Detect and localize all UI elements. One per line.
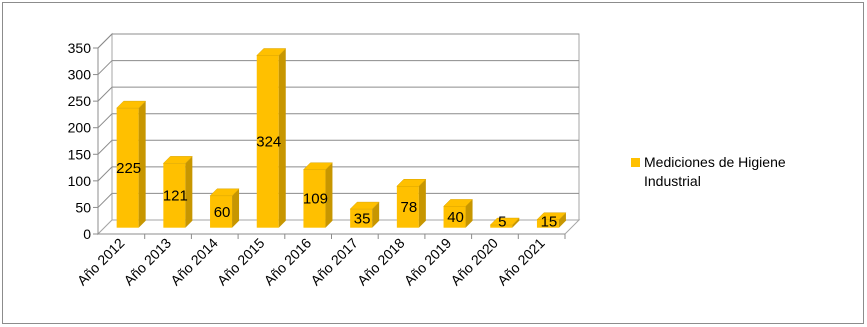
data-labels: 225 121 60 324 109 35 78 40 5 15 bbox=[116, 134, 557, 231]
bar-side bbox=[185, 156, 193, 228]
x-tick-label: Año 2014 bbox=[167, 235, 221, 289]
bar-front bbox=[443, 206, 466, 228]
x-tick-label: Año 2017 bbox=[307, 235, 361, 289]
bar-side bbox=[558, 212, 566, 228]
bar-top bbox=[162, 156, 193, 164]
bar-side bbox=[372, 202, 380, 228]
bar-top bbox=[489, 217, 520, 226]
x-tick-label: Año 2021 bbox=[494, 235, 548, 289]
data-label: 15 bbox=[541, 214, 558, 231]
bar-front bbox=[490, 225, 513, 228]
bar-front bbox=[210, 195, 233, 228]
bar-side bbox=[465, 199, 473, 228]
x-tick-label: Año 2020 bbox=[447, 235, 501, 289]
bar-side bbox=[232, 188, 240, 228]
data-label: 121 bbox=[163, 188, 188, 205]
bar-top bbox=[349, 201, 380, 210]
bar-side bbox=[325, 162, 333, 228]
side-wall bbox=[97, 32, 113, 236]
bar bbox=[489, 217, 520, 228]
data-label: 5 bbox=[498, 214, 506, 231]
gridline bbox=[97, 166, 579, 182]
data-label: 60 bbox=[214, 204, 231, 221]
data-label: 225 bbox=[116, 160, 141, 177]
bar-front bbox=[116, 108, 139, 228]
y-tick-label: 100 bbox=[68, 173, 92, 189]
bar-front bbox=[350, 209, 373, 228]
bar bbox=[396, 178, 427, 228]
bar-side bbox=[138, 101, 146, 228]
legend-label: Industrial bbox=[644, 173, 701, 189]
x-tick-label: Año 2013 bbox=[120, 235, 174, 289]
chart-frame: 225 121 60 324 109 35 78 40 5 15 0 50 100 150 200 250 3… bbox=[2, 2, 864, 324]
bar-side bbox=[418, 179, 426, 228]
bar-front bbox=[396, 186, 419, 228]
bar-side bbox=[278, 48, 286, 228]
bar-front bbox=[163, 163, 186, 228]
bar bbox=[162, 156, 193, 228]
data-label: 78 bbox=[401, 199, 418, 216]
data-label: 109 bbox=[303, 191, 328, 208]
bar bbox=[302, 162, 334, 228]
bar-top bbox=[256, 48, 287, 56]
gridline bbox=[97, 33, 579, 49]
data-label: 324 bbox=[256, 134, 281, 151]
x-tick-label: Año 2015 bbox=[214, 235, 268, 289]
gridline bbox=[97, 139, 579, 155]
y-tick-label: 150 bbox=[68, 146, 92, 162]
gridline bbox=[97, 60, 579, 75]
data-label: 35 bbox=[354, 210, 371, 227]
gridline bbox=[97, 86, 579, 102]
legend-swatch bbox=[631, 158, 640, 167]
gridline bbox=[97, 113, 579, 129]
x-tick-label: Año 2019 bbox=[401, 235, 455, 289]
legend-label: Mediciones de Higiene bbox=[644, 154, 786, 170]
bar bbox=[536, 212, 567, 228]
bar-front bbox=[256, 55, 279, 228]
y-tick-label: 0 bbox=[83, 226, 91, 242]
legend: Mediciones de Higiene Industrial bbox=[631, 154, 786, 189]
bar bbox=[256, 48, 287, 228]
y-tick-label: 250 bbox=[68, 93, 92, 109]
bar bbox=[209, 188, 240, 228]
x-tick-label: Año 2018 bbox=[354, 235, 408, 289]
y-tick-label: 200 bbox=[68, 120, 92, 136]
bar-top bbox=[116, 100, 147, 109]
x-tick-label: Año 2016 bbox=[261, 235, 315, 289]
y-tick-label: 350 bbox=[68, 40, 92, 56]
y-tick-label: 50 bbox=[75, 199, 91, 215]
bar-top bbox=[396, 178, 427, 187]
y-tick-label: 300 bbox=[68, 67, 92, 83]
bar-side bbox=[512, 218, 520, 228]
bar-top bbox=[302, 162, 334, 171]
bar-top bbox=[209, 188, 240, 197]
bar bbox=[116, 100, 147, 228]
gridlines bbox=[97, 33, 579, 208]
bar-chart: 225 121 60 324 109 35 78 40 5 15 0 50 100 150 200 250 3… bbox=[68, 32, 786, 289]
data-label: 40 bbox=[447, 209, 464, 226]
bar-top bbox=[442, 199, 474, 207]
axes bbox=[93, 47, 566, 239]
bar-top bbox=[536, 212, 567, 220]
x-tick-label: Año 2012 bbox=[74, 235, 128, 289]
bar bbox=[349, 201, 380, 228]
bar-front bbox=[303, 169, 326, 228]
bars bbox=[116, 48, 567, 228]
bar-front bbox=[536, 219, 559, 228]
bar bbox=[442, 199, 474, 228]
